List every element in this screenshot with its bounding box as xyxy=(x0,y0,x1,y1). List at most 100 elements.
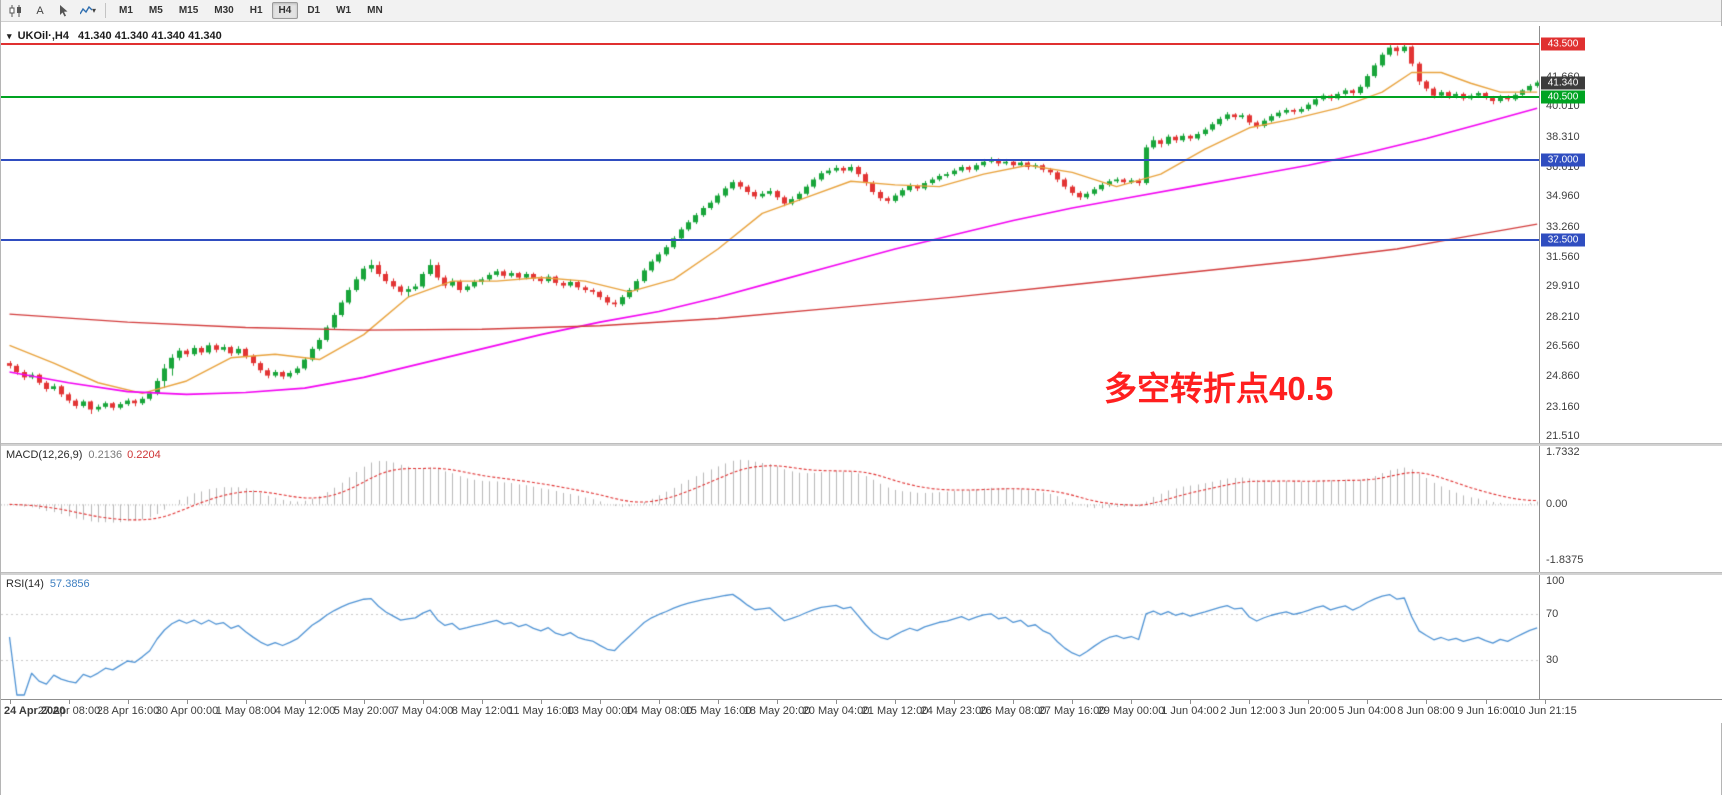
time-tick xyxy=(659,700,660,704)
time-label: 13 May 00:00 xyxy=(566,705,634,717)
timeframe-group: M1 M5 M15 M30 H1 H4 D1 W1 MN xyxy=(111,2,391,19)
time-tick xyxy=(718,700,719,704)
macd-tick: 1.7332 xyxy=(1546,446,1580,458)
chart-title: ▾ UKOil·,H4 41.340 41.340 41.340 41.340 xyxy=(7,30,222,42)
price-axis[interactable]: 41.66040.01038.31036.61034.96033.26031.5… xyxy=(1539,26,1722,443)
time-tick xyxy=(1249,700,1250,704)
candlestick-chart-icon[interactable] xyxy=(5,1,27,21)
time-label: 24 May 23:00 xyxy=(920,705,988,717)
rsi-chart[interactable] xyxy=(1,575,1539,699)
time-tick xyxy=(541,700,542,704)
chart-annotation[interactable]: 多空转折点40.5 xyxy=(1104,370,1334,407)
time-tick xyxy=(482,700,483,704)
price-tick: 33.260 xyxy=(1546,220,1580,233)
time-tick xyxy=(10,700,11,704)
time-label: 9 Jun 16:00 xyxy=(1457,705,1515,717)
macd-label: MACD(12,26,9) 0.2136 0.2204 xyxy=(6,449,161,461)
tf-button-m15[interactable]: M15 xyxy=(178,5,199,16)
price-tick: 24.860 xyxy=(1546,370,1580,383)
time-label: 7 May 04:00 xyxy=(392,705,454,717)
toolbar-separator xyxy=(105,3,106,18)
time-label: 27 Apr 08:00 xyxy=(37,705,101,717)
time-tick xyxy=(1545,700,1546,704)
price-badge-43.500: 43.500 xyxy=(1541,37,1585,51)
candlestick-chart[interactable] xyxy=(1,26,1539,443)
price-tick: 21.510 xyxy=(1546,430,1580,443)
time-label: 18 May 20:00 xyxy=(743,705,811,717)
time-label: 2 Jun 12:00 xyxy=(1220,705,1278,717)
symbol-period-label: UKOil·,H4 xyxy=(17,30,69,42)
text-tool-icon[interactable]: A xyxy=(29,1,51,21)
time-label: 4 May 12:00 xyxy=(274,705,336,717)
time-label: 26 May 08:00 xyxy=(979,705,1047,717)
time-label: 28 Apr 16:00 xyxy=(96,705,160,717)
toolbar: A ▾ M1 M5 M15 M30 H1 H4 D1 W1 MN xyxy=(1,0,1721,22)
price-tick: 28.210 xyxy=(1546,310,1580,323)
time-label: 30 Apr 00:00 xyxy=(155,705,219,717)
price-badge-37.000: 37.000 xyxy=(1541,153,1585,167)
time-label: 8 May 12:00 xyxy=(451,705,513,717)
price-tick: 34.960 xyxy=(1546,190,1580,203)
time-label: 21 May 12:00 xyxy=(861,705,929,717)
tf-button-h1[interactable]: H1 xyxy=(249,5,263,16)
macd-chart[interactable] xyxy=(1,446,1539,572)
time-label: 5 May 20:00 xyxy=(333,705,395,717)
macd-main-value: 0.2136 xyxy=(88,449,123,461)
time-tick xyxy=(1131,700,1132,704)
text-tool-label: A xyxy=(36,4,44,17)
collapse-arrow-icon[interactable]: ▾ xyxy=(7,31,12,41)
hline-37[interactable] xyxy=(1,158,1539,161)
hline-32.5[interactable] xyxy=(1,239,1539,242)
time-tick xyxy=(954,700,955,704)
hline-40.5[interactable] xyxy=(1,96,1539,99)
time-tick xyxy=(777,700,778,704)
tf-button-w1[interactable]: W1 xyxy=(336,5,352,16)
price-badge-40.500: 40.500 xyxy=(1541,90,1585,104)
dropdown-chevron-icon: ▾ xyxy=(91,6,96,15)
time-tick xyxy=(364,700,365,704)
rsi-tick: 100 xyxy=(1546,575,1565,587)
ohlc-values: 41.340 41.340 41.340 41.340 xyxy=(78,30,222,42)
tf-button-h4[interactable]: H4 xyxy=(271,2,299,19)
time-tick xyxy=(423,700,424,704)
time-tick xyxy=(246,700,247,704)
cursor-glyph xyxy=(59,4,67,16)
main-chart-pane: ▾ UKOil·,H4 41.340 41.340 41.340 41.340 … xyxy=(1,26,1722,443)
price-badge-41.340: 41.340 xyxy=(1541,76,1585,89)
time-tick xyxy=(128,700,129,704)
indicator-zigzag-glyph xyxy=(79,5,92,14)
macd-signal-value: 0.2204 xyxy=(127,449,161,461)
time-tick xyxy=(600,700,601,704)
price-tick: 23.160 xyxy=(1546,400,1580,413)
candlestick-glyph xyxy=(9,4,21,17)
time-label: 5 Jun 04:00 xyxy=(1338,705,1396,717)
macd-axis[interactable]: 1.7332 0.00 -1.8375 xyxy=(1539,446,1722,572)
tf-button-d1[interactable]: D1 xyxy=(307,5,321,16)
time-tick xyxy=(1013,700,1014,704)
hline-43.5[interactable] xyxy=(1,43,1539,45)
time-label: 11 May 16:00 xyxy=(508,705,574,717)
indicators-dropdown-icon[interactable]: ▾ xyxy=(77,1,99,21)
cursor-tool-icon[interactable] xyxy=(53,1,75,21)
price-tick: 26.560 xyxy=(1546,340,1580,352)
time-tick xyxy=(1072,700,1073,704)
time-tick xyxy=(1190,700,1191,704)
price-badge-32.500: 32.500 xyxy=(1541,233,1585,247)
macd-tick: -1.8375 xyxy=(1546,554,1584,566)
rsi-axis[interactable]: 100 70 30 xyxy=(1539,575,1722,699)
time-tick xyxy=(895,700,896,704)
tf-button-mn[interactable]: MN xyxy=(367,5,383,16)
time-tick xyxy=(69,700,70,704)
rsi-tick: 70 xyxy=(1546,607,1559,620)
macd-pane: MACD(12,26,9) 0.2136 0.2204 1.7332 0.00 -1.8… xyxy=(1,446,1722,572)
tf-button-m1[interactable]: M1 xyxy=(119,5,133,16)
time-label: 29 May 00:00 xyxy=(1097,705,1165,717)
time-label: 1 May 08:00 xyxy=(215,705,277,717)
tf-button-m30[interactable]: M30 xyxy=(214,5,234,16)
price-tick: 38.310 xyxy=(1546,130,1580,143)
time-label: 3 Jun 20:00 xyxy=(1279,705,1337,717)
price-tick: 29.910 xyxy=(1546,280,1580,293)
time-axis[interactable]: 24 Apr 2020 27 Apr 08:00 28 Apr 16:00 30 Ap… xyxy=(1,699,1722,723)
tf-button-m5[interactable]: M5 xyxy=(148,5,163,16)
